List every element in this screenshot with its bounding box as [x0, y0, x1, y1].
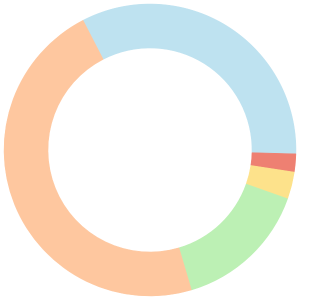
chart — [3, 3, 297, 297]
page: (() => { const data = JSON.parse(documen… — [3, 3, 297, 297]
donut-segment — [3, 19, 192, 297]
donut-segment — [82, 3, 297, 155]
donut-segment — [178, 183, 288, 291]
